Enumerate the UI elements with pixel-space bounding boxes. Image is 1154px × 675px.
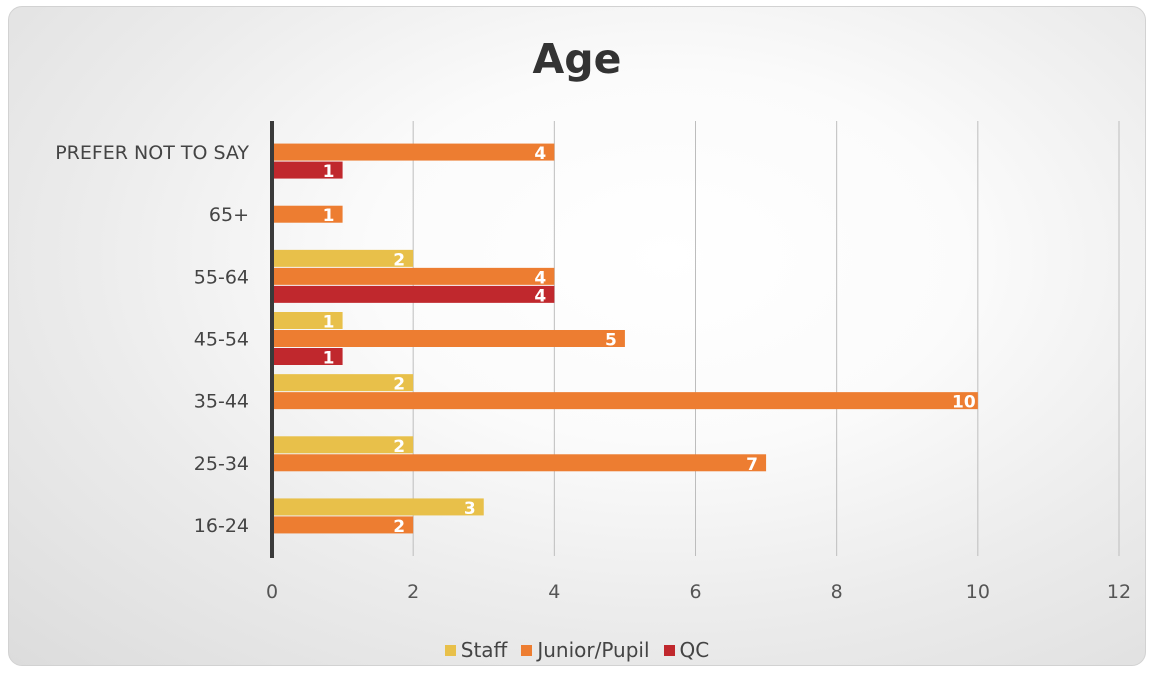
x-tick-label: 4 xyxy=(548,581,560,603)
bar-junior-pupil xyxy=(272,267,555,285)
category-label: 25-34 xyxy=(194,453,249,475)
x-tick-label: 8 xyxy=(831,581,843,603)
chart-legend: Staff Junior/Pupil QC xyxy=(9,638,1145,662)
x-tick-label: 6 xyxy=(689,581,701,603)
data-label: 4 xyxy=(534,268,546,288)
bar-staff xyxy=(272,312,343,329)
data-label: 2 xyxy=(393,250,405,270)
data-label: 1 xyxy=(323,162,335,182)
legend-swatch xyxy=(663,644,675,656)
bar-staff xyxy=(272,436,414,454)
legend-swatch xyxy=(521,644,533,656)
legend-swatch xyxy=(444,644,456,656)
bar-staff xyxy=(272,498,484,516)
bar-junior-pupil xyxy=(272,516,414,534)
category-label: 65+ xyxy=(209,204,249,226)
bar-junior-pupil xyxy=(272,205,343,223)
data-label: 4 xyxy=(534,144,546,164)
bar-qc xyxy=(272,348,343,365)
data-label: 1 xyxy=(323,349,335,369)
data-label: 2 xyxy=(393,375,405,395)
category-label: 55-64 xyxy=(194,266,249,288)
bar-junior-pupil xyxy=(272,143,555,161)
x-tick-label: 12 xyxy=(1107,581,1131,603)
legend-item: Staff xyxy=(444,638,508,662)
chart-title: Age xyxy=(532,35,622,83)
legend-label: QC xyxy=(679,638,710,662)
chart-card: Age 0 2 4 6 8 10 12 16-24 3 2 25-34 2 7 35-44 2 10 45-54… xyxy=(8,6,1146,666)
x-tick-label: 0 xyxy=(266,581,278,603)
bar-staff xyxy=(272,249,414,267)
x-tick-label: 10 xyxy=(966,581,990,603)
category-label: 16-24 xyxy=(194,515,249,537)
bar-staff xyxy=(272,374,414,392)
data-label: 1 xyxy=(323,313,335,333)
data-label: 7 xyxy=(746,455,758,475)
legend-label: Junior/Pupil xyxy=(537,638,650,662)
data-label: 2 xyxy=(393,437,405,457)
legend-label: Staff xyxy=(460,638,508,662)
bar-chart: 0 2 4 6 8 10 1216-243225-342735-4421045-541515… xyxy=(55,121,1131,603)
x-tick-label: 2 xyxy=(407,581,419,603)
category-label: 45-54 xyxy=(194,329,249,351)
bar-junior-pupil xyxy=(272,392,978,410)
category-label: PREFER NOT TO SAY xyxy=(55,142,249,164)
category-label: 35-44 xyxy=(194,391,249,413)
bar-junior-pupil xyxy=(272,454,767,472)
bar-junior-pupil xyxy=(272,330,625,347)
data-label: 4 xyxy=(534,286,546,306)
data-label: 1 xyxy=(323,206,335,226)
data-label: 3 xyxy=(464,499,476,519)
bar-qc xyxy=(272,285,555,303)
data-label: 5 xyxy=(605,331,617,351)
data-label: 10 xyxy=(952,393,976,413)
legend-item: Junior/Pupil xyxy=(521,638,650,662)
bar-qc xyxy=(272,161,343,179)
legend-item: QC xyxy=(663,638,710,662)
data-label: 2 xyxy=(393,517,405,537)
